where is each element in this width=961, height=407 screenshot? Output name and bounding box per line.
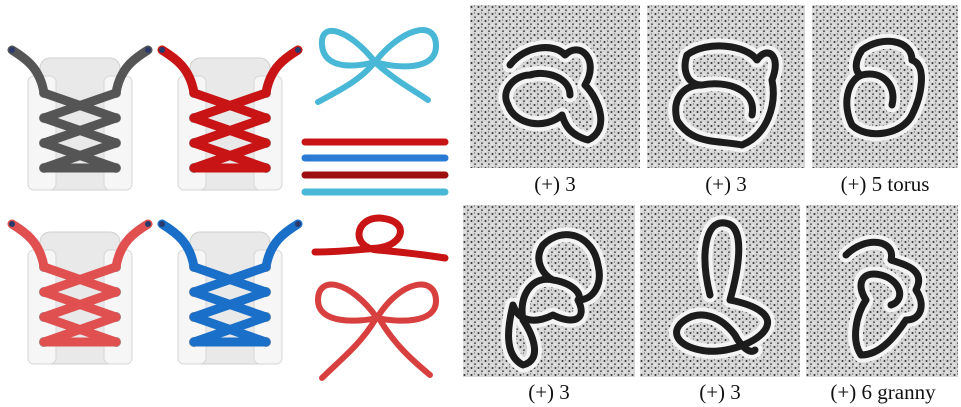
bow-striped — [318, 285, 436, 378]
micrograph — [470, 5, 640, 168]
shoe-gray — [9, 47, 151, 190]
laces — [305, 142, 445, 192]
figure: (+) 3 (+) 3 (+) 5 torus (+) 3 (+) 3 (+) … — [0, 0, 961, 407]
caption: (+) 3 — [705, 172, 747, 196]
micrograph — [806, 205, 958, 377]
caption: (+) 3 — [528, 380, 570, 404]
micrograph — [463, 205, 635, 377]
micrograph — [640, 205, 800, 377]
knot-red — [315, 218, 445, 258]
caption: (+) 3 — [699, 380, 741, 404]
micrograph — [647, 5, 805, 168]
caption: (+) 6 granny — [830, 380, 936, 404]
shoe-red — [159, 47, 301, 190]
shoe-striped — [9, 221, 151, 364]
caption: (+) 5 torus — [841, 172, 930, 196]
micrograph — [812, 5, 958, 168]
caption: (+) 3 — [534, 172, 576, 196]
shoe-blue — [159, 221, 301, 364]
bow-blue — [318, 30, 436, 102]
